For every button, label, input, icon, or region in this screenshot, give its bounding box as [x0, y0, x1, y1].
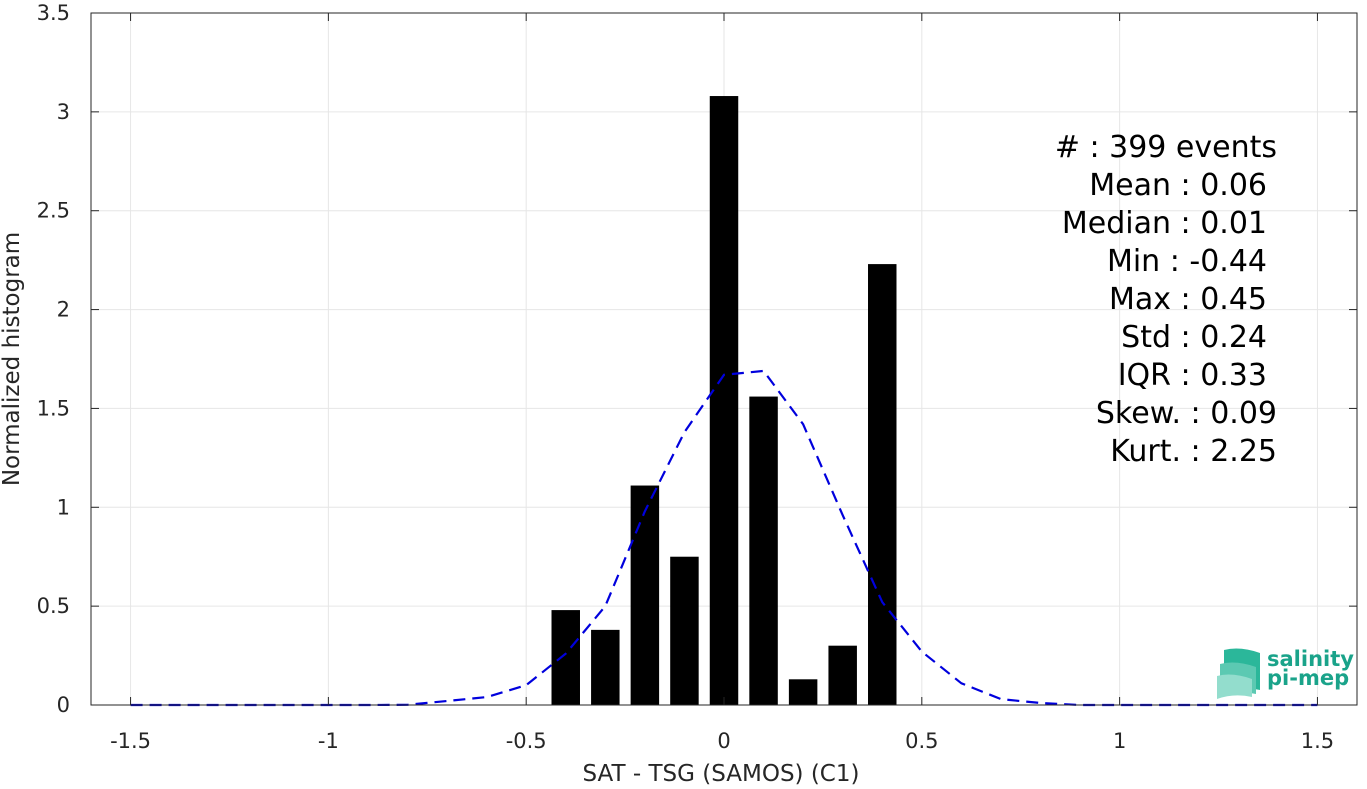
x-tick-label: -1: [318, 729, 339, 753]
y-tick-label: 2.5: [37, 199, 70, 223]
y-axis-label: Normalized histogram: [0, 232, 25, 486]
y-tick-label: 3: [57, 100, 70, 124]
y-tick-label: 2: [57, 298, 70, 322]
stats-median: Median : 0.01: [1062, 206, 1267, 241]
y-tick-label: 3.5: [37, 1, 70, 25]
x-tick-label: 0.5: [905, 729, 938, 753]
bars-layer: [551, 96, 897, 706]
x-tick-label: 1: [1113, 729, 1126, 753]
histogram-bar: [551, 610, 580, 705]
stats-events: # : 399 events: [1055, 130, 1277, 165]
stats-max: Max : 0.45: [1109, 282, 1267, 317]
salinity-pimep-logo: salinity pi-mep: [1217, 647, 1354, 699]
histogram-bar: [630, 485, 660, 705]
histogram-bar: [749, 396, 778, 705]
histogram-bar: [670, 556, 699, 705]
histogram-bar: [591, 629, 620, 705]
histogram-bar: [868, 264, 897, 705]
histogram-bar: [828, 645, 857, 705]
x-tick-label: 1.5: [1301, 729, 1334, 753]
stats-std: Std : 0.24: [1121, 320, 1267, 355]
logo-wave-icon: [1217, 648, 1260, 699]
stats-box: # : 399 events Mean : 0.06 Median : 0.01…: [1055, 130, 1277, 469]
y-tick-label: 1.5: [37, 396, 70, 420]
histogram-bar: [788, 679, 818, 705]
ticks-layer: -1.5 -1 -0.5 0 0.5 1 1.5 0 0.5 1 1.5 2 2.5 3 3.5: [37, 1, 1357, 753]
x-axis-label: SAT - TSG (SAMOS) (C1): [583, 761, 860, 785]
logo-text-pimep: pi-mep: [1267, 666, 1349, 690]
stats-mean: Mean : 0.06: [1089, 168, 1267, 203]
stats-min: Min : -0.44: [1107, 244, 1267, 279]
stats-kurt: Kurt. : 2.25: [1110, 434, 1277, 469]
logo-text-salinity: salinity: [1267, 647, 1354, 671]
y-tick-label: 0: [57, 693, 70, 717]
x-tick-label: -0.5: [506, 729, 547, 753]
histogram-bar: [709, 96, 739, 706]
y-tick-label: 0.5: [37, 594, 70, 618]
y-tick-label: 1: [57, 495, 70, 519]
stats-iqr: IQR : 0.33: [1118, 358, 1267, 393]
stats-skew: Skew. : 0.09: [1096, 396, 1277, 431]
x-tick-label: -1.5: [110, 729, 151, 753]
x-tick-label: 0: [717, 729, 730, 753]
